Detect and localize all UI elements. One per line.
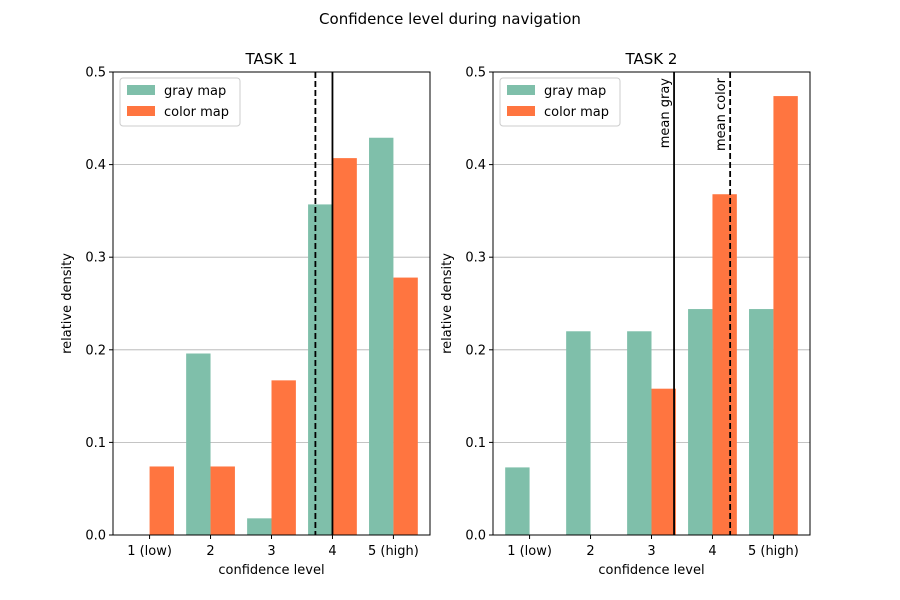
chart-1-bar-color-map [332, 158, 357, 536]
chart-2-mean-label: mean gray [658, 78, 673, 149]
chart-2-legend-label: color map [544, 105, 609, 120]
chart-2-bar-color-map [712, 194, 737, 535]
chart-1-legend-label: gray map [164, 84, 226, 99]
chart-2-ytick-label: 0.0 [465, 529, 486, 544]
chart-2-ytick-label: 0.2 [465, 343, 486, 358]
chart-1-xtick-label: 2 [206, 544, 214, 559]
chart-2-bar-gray-map [749, 309, 774, 535]
chart-1-ytick-label: 0.4 [85, 158, 106, 173]
chart-2-ytick-label: 0.3 [465, 251, 486, 266]
chart-1-xtick-label: 4 [328, 544, 336, 559]
chart-2-xtick-label: 4 [708, 544, 716, 559]
chart-1-bar-color-map [393, 277, 418, 535]
figure-suptitle: Confidence level during navigation [319, 10, 581, 28]
chart-2-mean-label: mean color [714, 77, 729, 151]
chart-2-legend-swatch [507, 85, 535, 95]
chart-1-ytick-label: 0.2 [85, 343, 106, 358]
chart-1-bar-color-map [149, 466, 174, 535]
chart-1-ytick-label: 0.1 [85, 436, 106, 451]
chart-2-bar-color-map [773, 96, 798, 536]
chart-2-ytick-label: 0.1 [465, 436, 486, 451]
chart-1-bar-gray-map [308, 204, 333, 535]
chart-2-legend: gray map color map [499, 77, 621, 127]
chart-1-ytick-label: 0.3 [85, 251, 106, 266]
chart-1-xtick-label: 5 (high) [368, 544, 419, 559]
chart-2-bar-color-map [651, 388, 676, 535]
chart-2-bar-gray-map [627, 331, 652, 535]
chart-1-bar-color-map [210, 466, 235, 535]
chart-2-xlabel: confidence level [598, 563, 704, 578]
chart-1-legend-swatch [127, 85, 155, 95]
chart-1-bar-gray-map [369, 137, 394, 535]
chart-1-axes-frame [112, 71, 431, 536]
chart-1-xlabel: confidence level [218, 563, 324, 578]
chart-2-xtick-label: 3 [647, 544, 655, 559]
chart-2-title: TASK 2 [625, 50, 678, 68]
chart-2-bar-gray-map [505, 467, 530, 535]
chart-1-legend-label: color map [164, 105, 229, 120]
chart-1-title: TASK 1 [245, 50, 298, 68]
chart-1-bar-gray-map [247, 518, 272, 535]
chart-1-xtick-label: 3 [267, 544, 275, 559]
chart-2-legend-swatch [507, 106, 535, 116]
chart-1-legend-swatch [127, 106, 155, 116]
chart-2-axes-frame [492, 71, 811, 536]
chart-1-bar-gray-map [186, 353, 211, 535]
chart-1-ytick-label: 0.0 [85, 529, 106, 544]
chart-1-ytick-label: 0.5 [85, 66, 106, 81]
chart-1-bar-color-map [271, 380, 296, 535]
chart-2-xtick-label: 5 (high) [748, 544, 799, 559]
chart-2-ytick-label: 0.4 [465, 158, 486, 173]
chart-task-2: 0.0 0.1 0.2 0.3 0.4 0.5 mean gray mean color 1 (… [440, 50, 811, 578]
chart-2-bar-gray-map [566, 331, 591, 535]
chart-2-ylabel: relative density [440, 253, 455, 354]
chart-2-legend-label: gray map [544, 84, 606, 99]
chart-2-bar-gray-map [688, 309, 713, 535]
chart-2-ytick-label: 0.5 [465, 66, 486, 81]
chart-2-xtick-label: 1 (low) [507, 544, 552, 559]
chart-2-xtick-label: 2 [586, 544, 594, 559]
chart-task-1: 0.0 0.1 0.2 0.3 0.4 0.5 1 (low) 2 3 4 5 (high) TASK… [60, 50, 431, 578]
chart-1-xtick-label: 1 (low) [127, 544, 172, 559]
chart-1-ylabel: relative density [60, 253, 75, 354]
chart-1-legend: gray map color map [119, 77, 241, 127]
